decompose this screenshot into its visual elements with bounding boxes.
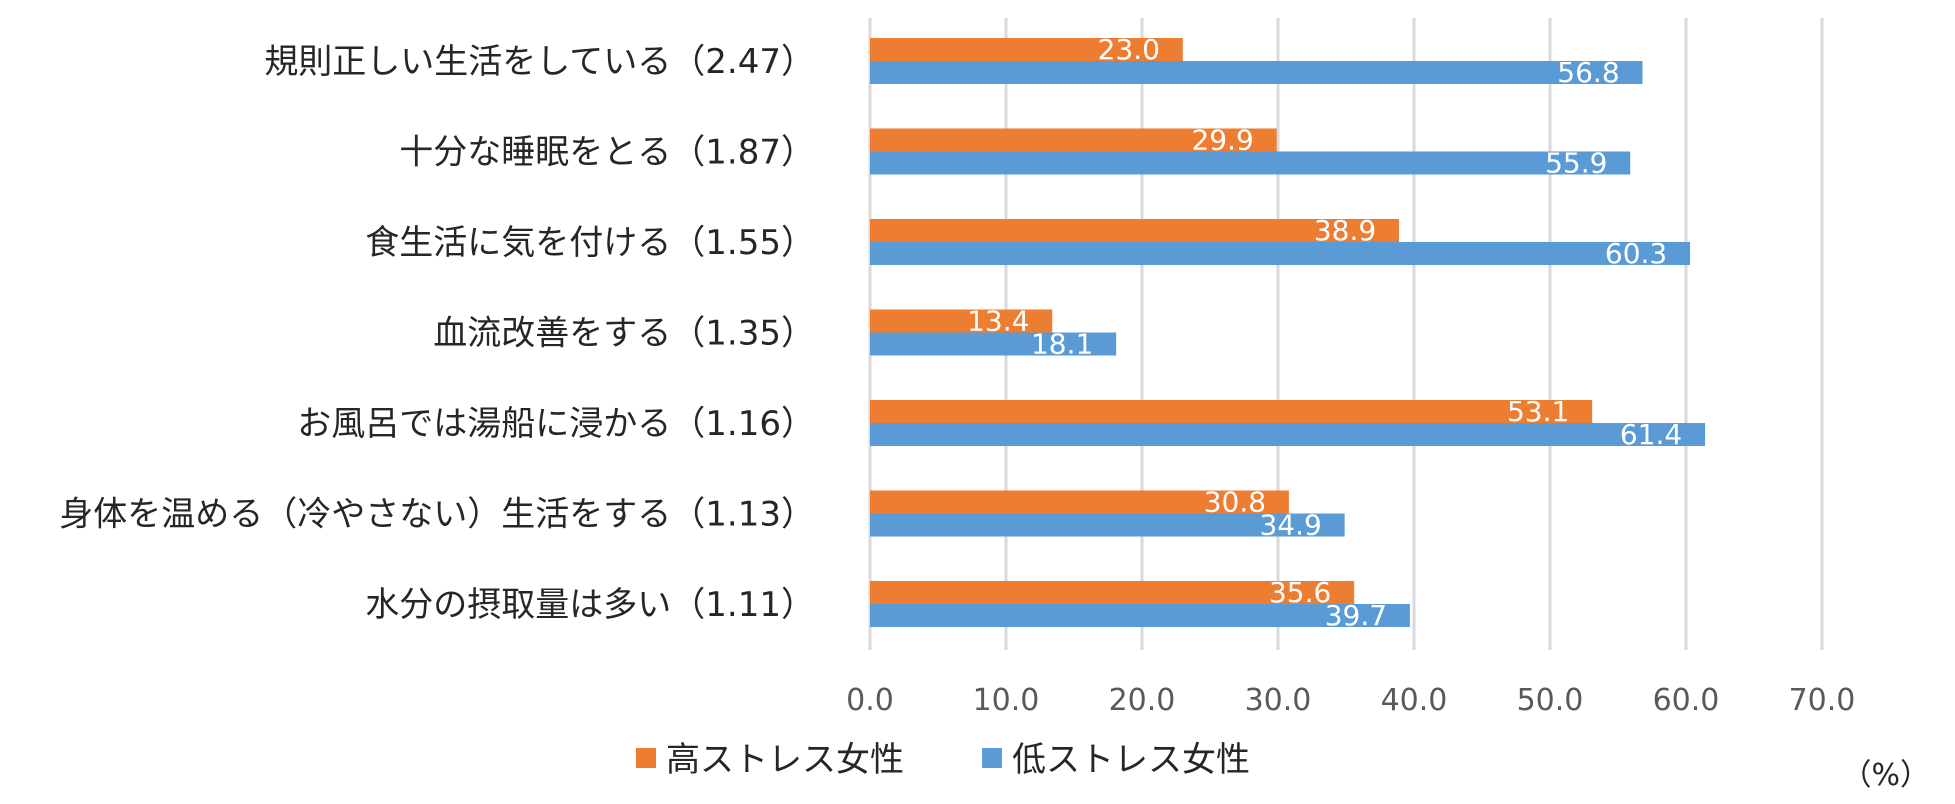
- bar-high-stress: [870, 219, 1400, 242]
- category-label: 十分な睡眠をとる（1.87）: [399, 133, 815, 173]
- bar-low-stress: [870, 604, 1410, 627]
- unit-label: （%）: [1841, 758, 1930, 793]
- category-label: 血流改善をする（1.35）: [433, 314, 815, 354]
- data-label: 38.9: [1314, 214, 1376, 247]
- x-tick-label: 40.0: [1381, 683, 1448, 718]
- category-labels: 規則正しい生活をしている（2.47） 十分な睡眠をとる（1.87） 食生活に気を付け…: [59, 42, 815, 625]
- data-label: 39.7: [1325, 599, 1387, 632]
- bar-low-stress: [870, 332, 1117, 356]
- bar-low-stress: [870, 513, 1345, 537]
- bar-high-stress: [870, 581, 1355, 604]
- x-tick-label: 50.0: [1517, 683, 1584, 718]
- bar-high-stress: [870, 309, 1053, 333]
- data-label: 13.4: [967, 305, 1029, 338]
- category-label: 身体を温める（冷やさない）生活をする（1.13）: [59, 495, 815, 535]
- x-tick-label: 70.0: [1789, 683, 1856, 718]
- gridlines: [868, 18, 1824, 650]
- bar-high-stress: [870, 400, 1593, 423]
- data-label: 18.1: [1031, 328, 1093, 361]
- data-label: 30.8: [1204, 486, 1266, 519]
- legend-swatch-high-stress: [636, 748, 656, 768]
- data-label: 29.9: [1191, 124, 1253, 157]
- category-label: 規則正しい生活をしている（2.47）: [264, 42, 815, 82]
- bar-low-stress: [870, 242, 1691, 265]
- data-label: 61.4: [1620, 418, 1682, 451]
- bar-low-stress: [870, 151, 1631, 175]
- legend-swatch-low-stress: [982, 748, 1002, 768]
- x-tick-label: 30.0: [1245, 683, 1312, 718]
- data-label: 55.9: [1545, 147, 1607, 180]
- legend: 高ストレス女性 低ストレス女性: [636, 740, 1250, 780]
- bar-high-stress: [870, 490, 1289, 514]
- data-label: 35.6: [1269, 576, 1331, 609]
- x-axis-tick-labels: 0.0 10.0 20.0 30.0 40.0 50.0 60.0 70.0: [846, 683, 1855, 718]
- legend-label-low-stress: 低ストレス女性: [1012, 740, 1250, 780]
- bar-high-stress: [870, 128, 1277, 152]
- bar-high-stress: [870, 38, 1183, 61]
- x-tick-label: 20.0: [1109, 683, 1176, 718]
- data-label: 60.3: [1605, 237, 1667, 270]
- x-tick-label: 0.0: [846, 683, 894, 718]
- bar-low-stress: [870, 61, 1643, 84]
- data-label: 56.8: [1557, 56, 1619, 89]
- x-tick-label: 10.0: [973, 683, 1040, 718]
- legend-label-high-stress: 高ストレス女性: [666, 740, 904, 780]
- category-label: お風呂では湯船に浸かる（1.16）: [297, 404, 815, 444]
- data-label: 23.0: [1098, 33, 1160, 66]
- x-tick-label: 60.0: [1653, 683, 1720, 718]
- data-labels: 23.0 56.8 29.9 55.9 38.9 60.3 13.418.1 53.1 61.4…: [967, 33, 1682, 632]
- data-label: 53.1: [1507, 395, 1569, 428]
- bar-low-stress: [870, 423, 1706, 446]
- data-label: 34.9: [1259, 509, 1321, 542]
- category-label: 水分の摂取量は多い（1.11）: [365, 585, 815, 625]
- bars: [870, 38, 1706, 627]
- category-label: 食生活に気を付ける（1.55）: [365, 223, 815, 263]
